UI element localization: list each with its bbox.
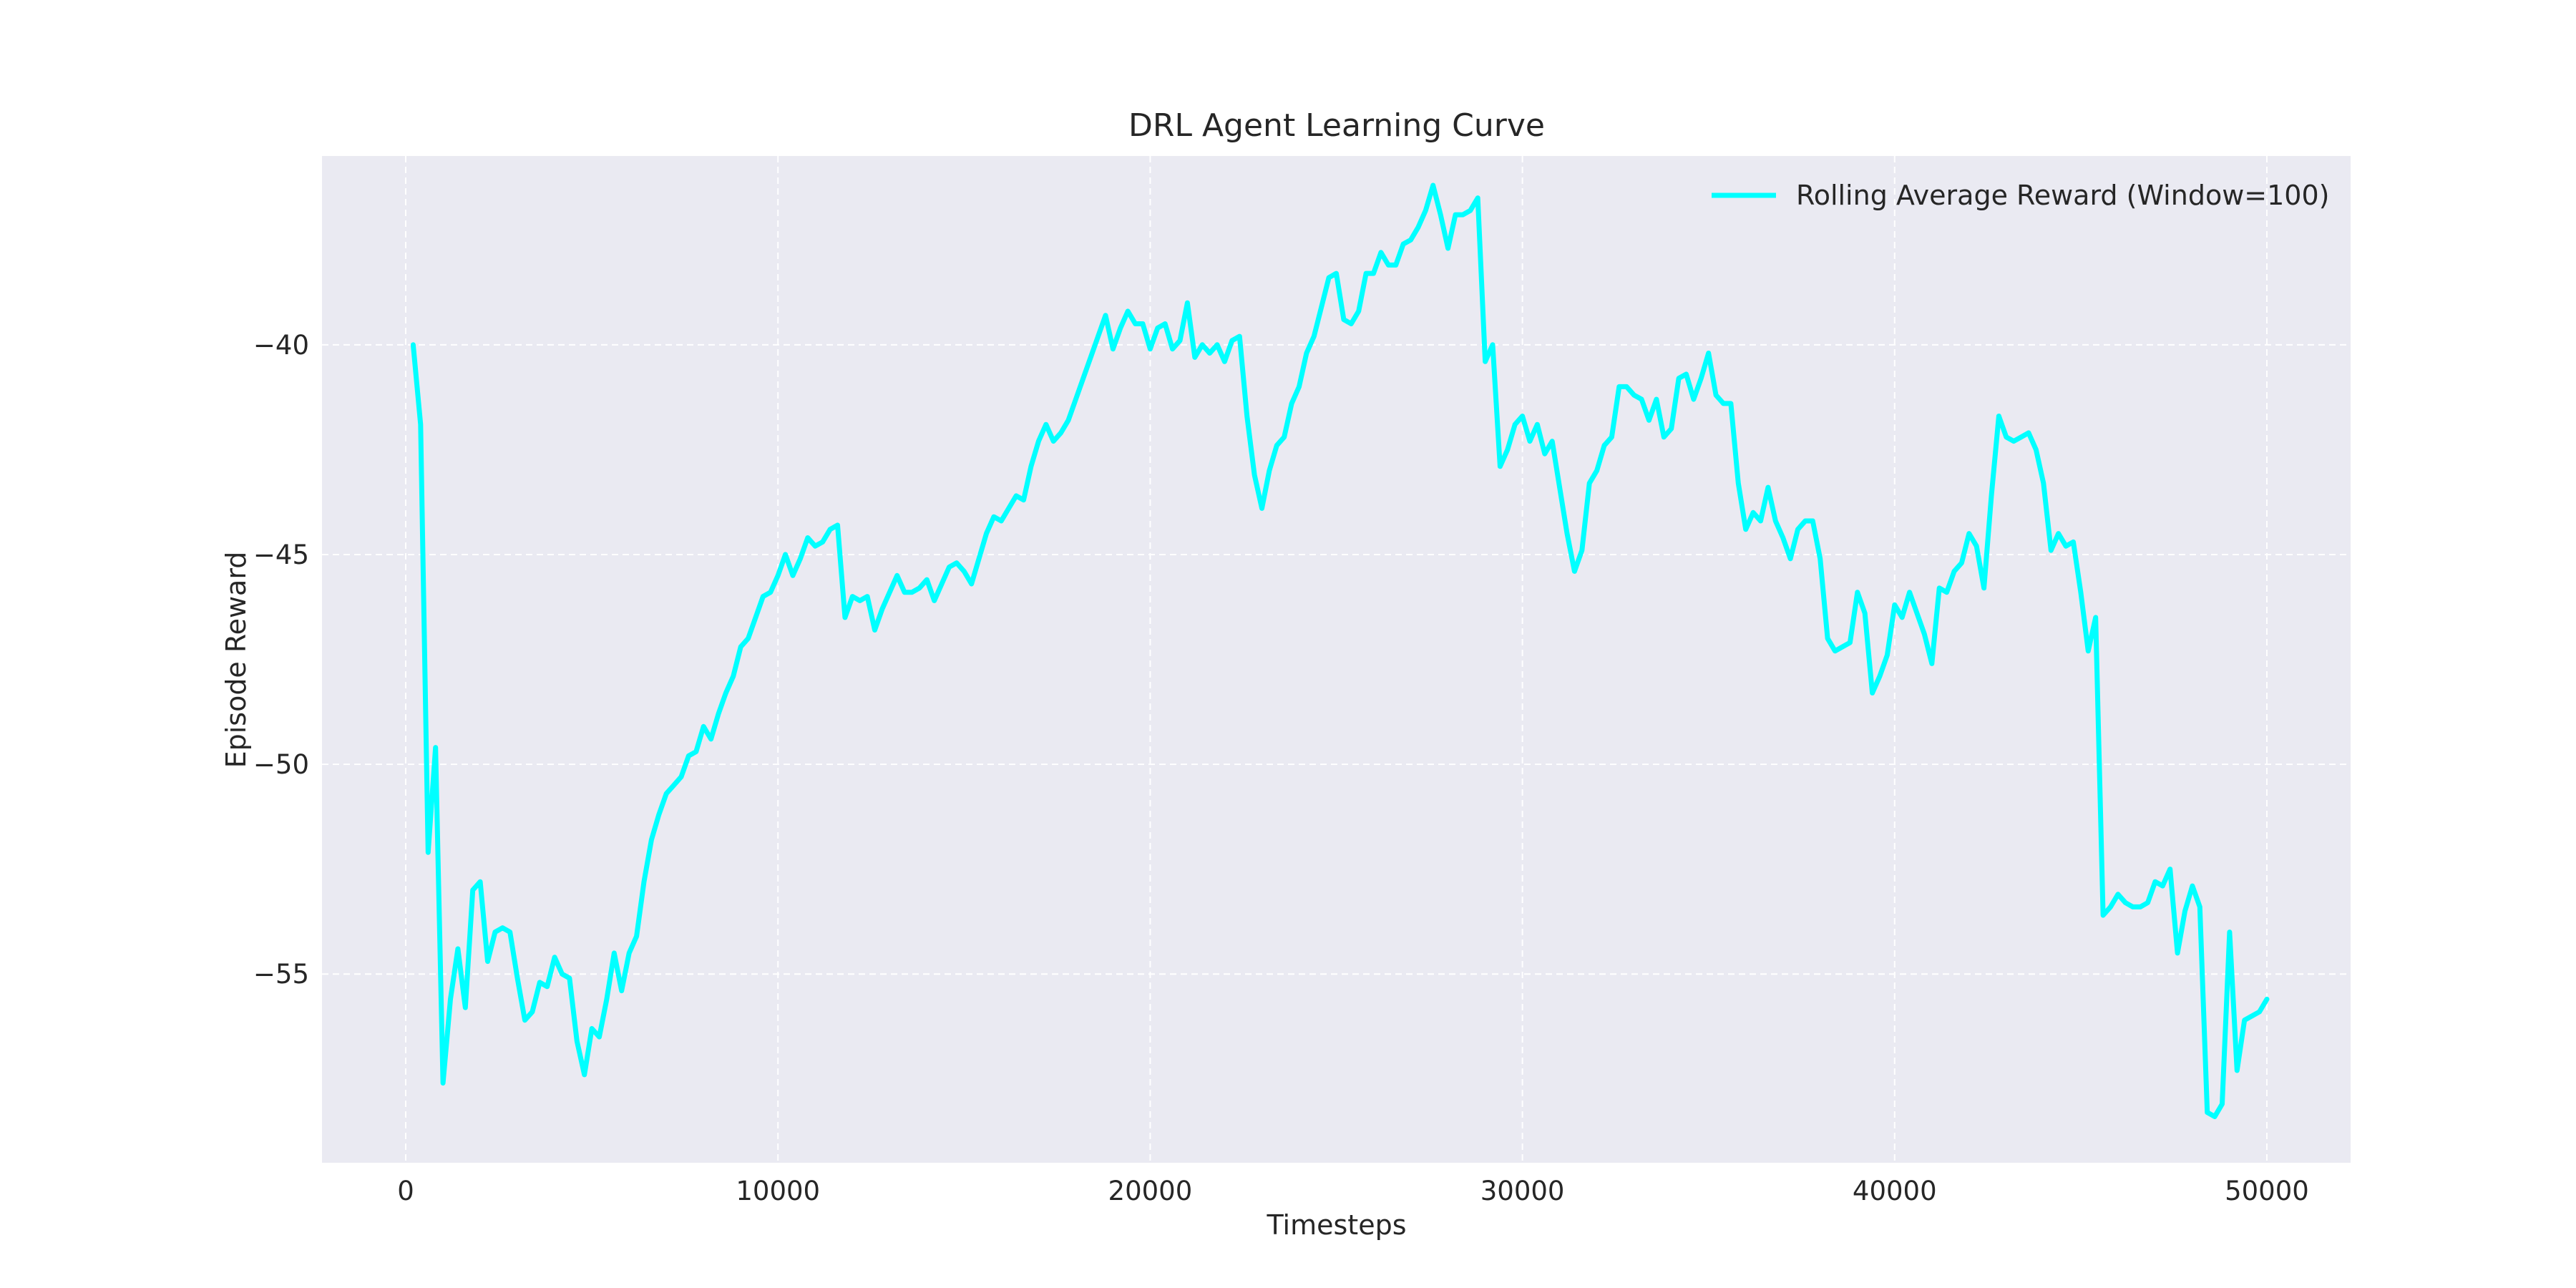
y-tick-label: −40	[253, 330, 309, 361]
legend: Rolling Average Reward (Window=100)	[1712, 180, 2329, 211]
x-tick-label: 0	[397, 1176, 414, 1206]
x-tick-label: 20000	[1108, 1176, 1193, 1206]
x-tick-labels: 0 10000 20000 30000 40000 50000	[397, 1176, 2309, 1206]
chart-title: DRL Agent Learning Curve	[1128, 107, 1545, 144]
plot-area	[322, 156, 2351, 1163]
x-gridlines	[405, 156, 2268, 1163]
x-tick-label: 30000	[1480, 1176, 1565, 1206]
y-gridlines	[322, 343, 2351, 975]
y-tick-label: −50	[253, 749, 309, 780]
y-axis-label: Episode Reward	[220, 552, 252, 769]
legend-label: Rolling Average Reward (Window=100)	[1796, 180, 2329, 211]
x-tick-label: 40000	[1853, 1176, 1937, 1206]
x-tick-label: 10000	[736, 1176, 820, 1206]
y-tick-label: −45	[253, 540, 309, 570]
x-axis-label: Timesteps	[1267, 1209, 1407, 1241]
y-tick-labels: −55 −50 −45 −40	[253, 330, 309, 990]
rolling-average-reward-line	[410, 182, 2270, 1119]
x-tick-label: 50000	[2225, 1176, 2309, 1206]
y-tick-label: −55	[253, 959, 309, 990]
